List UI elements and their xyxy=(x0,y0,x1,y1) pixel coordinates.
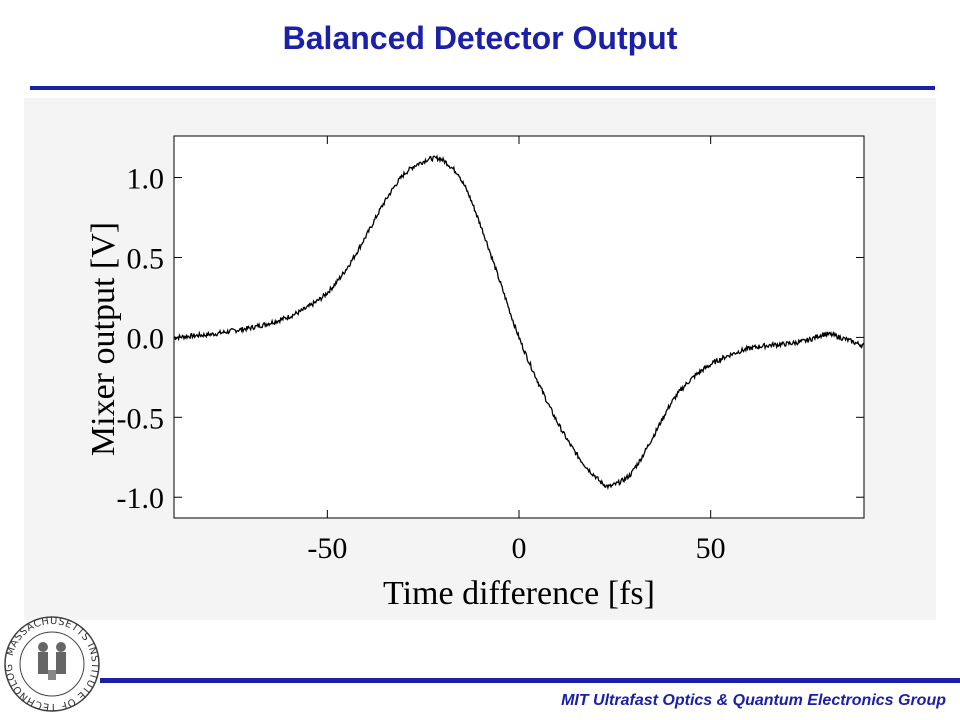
footer-rule xyxy=(100,678,960,683)
mit-seal-logo: MASSACHUSETTS INSTITUTE OF TECHNOLOGY xyxy=(2,614,100,712)
x-tick-label: 0 xyxy=(512,532,527,565)
y-tick-label: 0.0 xyxy=(127,322,165,355)
y-tick-label: -1.0 xyxy=(117,482,165,515)
chart-panel: 1.0 0.5 0.0 -0.5 -1.0 -50 0 50 Time difference … xyxy=(24,98,936,620)
y-tick-label: 0.5 xyxy=(127,242,165,275)
y-tick-label: -0.5 xyxy=(117,402,165,435)
footer-text: MIT Ultrafast Optics & Quantum Electroni… xyxy=(561,692,946,709)
plot-area xyxy=(173,135,865,519)
title-rule xyxy=(30,86,935,90)
series-line xyxy=(173,154,865,491)
line-chart: 1.0 0.5 0.0 -0.5 -1.0 -50 0 50 Time difference … xyxy=(85,135,865,612)
y-tick-label: 1.0 xyxy=(127,163,165,196)
x-tick-label: 50 xyxy=(696,532,726,565)
x-tick-label: -50 xyxy=(307,532,347,565)
slide-title: Balanced Detector Output xyxy=(282,20,678,56)
x-axis-label: Time difference [fs] xyxy=(383,575,655,612)
y-axis-label: Mixer output [V] xyxy=(85,222,122,456)
